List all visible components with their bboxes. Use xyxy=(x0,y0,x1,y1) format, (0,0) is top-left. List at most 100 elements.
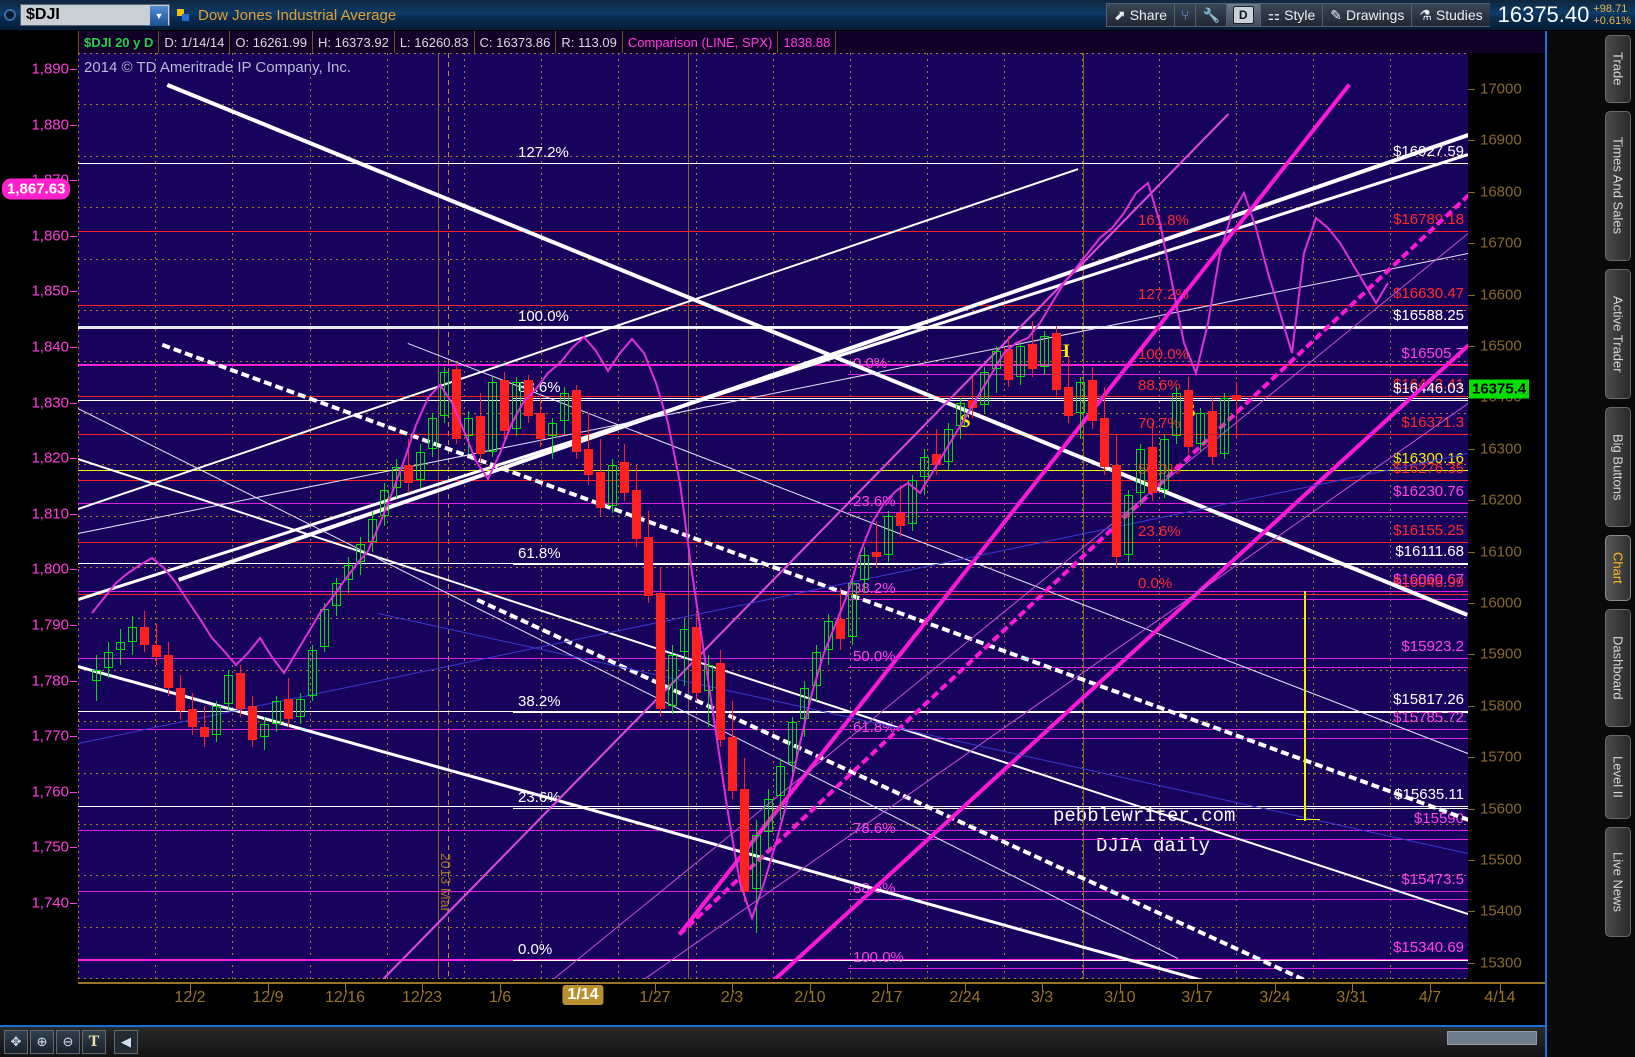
wrench-icon: 🔧 xyxy=(1202,6,1220,23)
studies-button[interactable]: ⚗ Studies xyxy=(1411,3,1490,27)
field-close: C: 16373.86 xyxy=(474,31,557,53)
price-level-label: $16300.16 xyxy=(1393,450,1464,467)
zoom-out-icon[interactable]: ⊖ xyxy=(56,1030,80,1054)
text-tool-icon[interactable]: T xyxy=(82,1030,106,1054)
horizontal-scrollbar[interactable] xyxy=(1447,1031,1537,1045)
candle-body xyxy=(200,726,209,738)
price-level-label: $16505.7 xyxy=(1401,345,1464,362)
date-axis[interactable]: 12/212/912/1612/231/61/201/272/32/102/17… xyxy=(0,979,1545,1025)
price-level-line xyxy=(78,470,1468,471)
candle-wick xyxy=(876,521,877,568)
flask-icon: ⚗ xyxy=(1419,6,1432,23)
left-axis-tick-label: 1,770 xyxy=(31,727,69,745)
date-axis-tick xyxy=(345,984,346,992)
left-axis-tick xyxy=(70,903,77,904)
collapse-left-icon[interactable]: ◀ xyxy=(114,1030,138,1054)
candle-body xyxy=(176,688,185,712)
grid-line-horizontal xyxy=(78,618,1468,620)
rail-tab-live-news[interactable]: Live News xyxy=(1605,827,1631,937)
right-axis-tick xyxy=(1468,243,1475,245)
left-axis-tick-label: 1,800 xyxy=(31,560,69,578)
rail-tab-level-ii[interactable]: Level II xyxy=(1605,735,1631,819)
fib-label-red: 23.6% xyxy=(1138,523,1181,540)
rail-tab-trade[interactable]: Trade xyxy=(1605,35,1631,103)
candle-body xyxy=(1136,449,1145,493)
candle-body xyxy=(1028,343,1037,370)
left-price-axis[interactable]: 1,8901,8801,8701,8601,8501,8401,8301,820… xyxy=(0,53,78,979)
style-button[interactable]: ⚏ Style xyxy=(1259,3,1323,27)
left-axis-current-badge: 1,867.63 xyxy=(2,178,71,200)
candle-wick xyxy=(1176,387,1177,444)
candle-body xyxy=(728,737,737,792)
window-title-bar: $DJI ▼ Dow Jones Industrial Average ⬈ Sh… xyxy=(0,0,1635,31)
left-axis-tick xyxy=(70,291,77,293)
price-level-line xyxy=(78,806,1468,807)
candle-body xyxy=(248,706,257,740)
candle-wick xyxy=(132,616,133,655)
share-button[interactable]: ⬈ Share xyxy=(1105,3,1175,27)
grid-line-horizontal xyxy=(78,669,1468,671)
fib-level-line-red xyxy=(1133,594,1468,595)
date-axis-selected-badge[interactable]: 1/14 xyxy=(562,985,604,1005)
right-axis-tick xyxy=(1468,705,1475,707)
crosshair-icon[interactable]: ✥ xyxy=(4,1030,28,1054)
fib-label-white: 38.2% xyxy=(518,693,561,710)
chart-type-button[interactable]: ⑂ xyxy=(1174,3,1196,27)
price-level-label: $16588.25 xyxy=(1393,307,1464,324)
candle-wick xyxy=(672,644,673,715)
right-price-axis[interactable]: 1700016900168001670016600165001640016300… xyxy=(1468,53,1545,979)
candle-body xyxy=(920,456,929,478)
chevron-down-icon[interactable]: ▼ xyxy=(150,6,168,26)
candle-wick xyxy=(204,706,205,748)
grid-line-horizontal xyxy=(78,258,1468,260)
ohlc-info-strip: $DJI 20 y D D: 1/14/14 O: 16261.99 H: 16… xyxy=(0,31,1635,53)
date-axis-tick xyxy=(1120,984,1121,992)
rail-tab-times-and-sales[interactable]: Times And Sales xyxy=(1605,111,1631,261)
zoom-in-icon[interactable]: ⊕ xyxy=(30,1030,54,1054)
candle-wick xyxy=(900,485,901,537)
candle-wick xyxy=(336,577,337,617)
left-axis-tick-label: 1,880 xyxy=(31,116,69,134)
candle-body xyxy=(1088,379,1097,421)
axis-line xyxy=(78,982,1545,984)
candle-wick xyxy=(1224,392,1225,460)
change-percent: +0.61% xyxy=(1593,15,1631,27)
candle-body xyxy=(776,765,785,797)
date-axis-tick xyxy=(1352,984,1353,992)
candle-body xyxy=(752,834,761,889)
left-axis-tick xyxy=(70,625,77,626)
status-dot xyxy=(4,9,16,21)
candle-wick xyxy=(312,644,313,702)
candle-body xyxy=(644,536,653,596)
candle-body xyxy=(884,516,893,555)
candle-body xyxy=(908,479,917,524)
grid-line-horizontal xyxy=(78,926,1468,928)
rail-tab-dashboard[interactable]: Dashboard xyxy=(1605,609,1631,727)
settings-button[interactable]: 🔧 xyxy=(1195,3,1226,27)
grid-line-horizontal xyxy=(78,53,1468,54)
drawings-button[interactable]: ✎ Drawings xyxy=(1322,3,1412,27)
rail-tab-active-trader[interactable]: Active Trader xyxy=(1605,269,1631,399)
comparison-spx-line xyxy=(91,181,1389,922)
right-axis-tick-label: 16000 xyxy=(1480,594,1522,612)
candle-body xyxy=(296,698,305,717)
left-axis-tick xyxy=(70,69,77,70)
candle-body xyxy=(1076,382,1085,414)
fib-label-white: 61.8% xyxy=(518,545,561,562)
timeframe-button[interactable]: D xyxy=(1225,3,1260,27)
watermark-title: DJIA daily xyxy=(1096,835,1211,857)
price-level-label: $16371.3 xyxy=(1401,414,1464,431)
chart-toolbar: ⬈ Share ⑂ 🔧 D ⚏ Style ✎ Drawings ⚗ xyxy=(1105,2,1635,28)
instrument-description: Dow Jones Industrial Average xyxy=(198,6,397,24)
candle-wick xyxy=(276,696,277,733)
chart-plot-area[interactable]: 2014 © TD Ameritrade IP Company, Inc. 20… xyxy=(78,53,1468,979)
share-icon: ⬈ xyxy=(1113,6,1126,23)
candle-body xyxy=(236,672,245,709)
candle-wick xyxy=(1140,443,1141,506)
grid-line-horizontal xyxy=(78,515,1468,517)
symbol-input[interactable]: $DJI ▼ xyxy=(20,4,170,26)
field-low: L: 16260.83 xyxy=(394,31,475,53)
rail-tab-chart[interactable]: Chart xyxy=(1605,535,1631,601)
candle-wick xyxy=(1164,433,1165,498)
rail-tab-big-buttons[interactable]: Big Buttons xyxy=(1605,407,1631,527)
